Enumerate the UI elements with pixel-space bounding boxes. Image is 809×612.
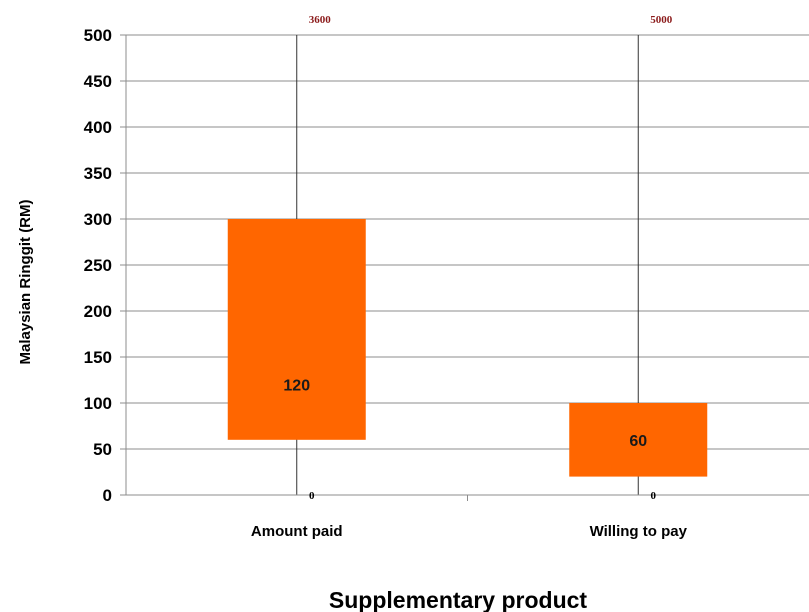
y-tick-label: 200 [84,302,112,321]
y-tick-label: 100 [84,394,112,413]
labels: 120 3600 0 Amount paid 60 5000 0 Willing to pay [251,14,688,540]
boxes [227,219,708,477]
median-label: 120 [283,378,310,395]
y-tick-label: 400 [84,118,112,137]
y-tick-label: 250 [84,256,112,275]
y-tick-label: 500 [84,26,112,45]
min-label: 0 [651,490,657,502]
max-label: 3600 [309,14,332,26]
max-label: 5000 [650,14,673,26]
x-axis-title: Supplementary product [329,587,587,612]
axes: 0 50 100 150 200 250 300 350 400 450 500 [84,26,809,505]
min-label: 0 [309,490,315,502]
box-rect [227,219,366,440]
y-tick-label: 300 [84,210,112,229]
y-tick-label: 350 [84,164,112,183]
y-tick-label: 150 [84,348,112,367]
x-category-label: Amount paid [251,523,343,540]
y-axis-label: Malaysian Ringgit (RM) [17,199,34,364]
y-tick-label: 50 [93,440,112,459]
box-rect [569,403,708,477]
median-label: 60 [629,433,647,450]
x-category-label: Willing to pay [590,523,688,540]
y-tick-label: 0 [103,486,112,505]
y-tick-label: 450 [84,72,112,91]
